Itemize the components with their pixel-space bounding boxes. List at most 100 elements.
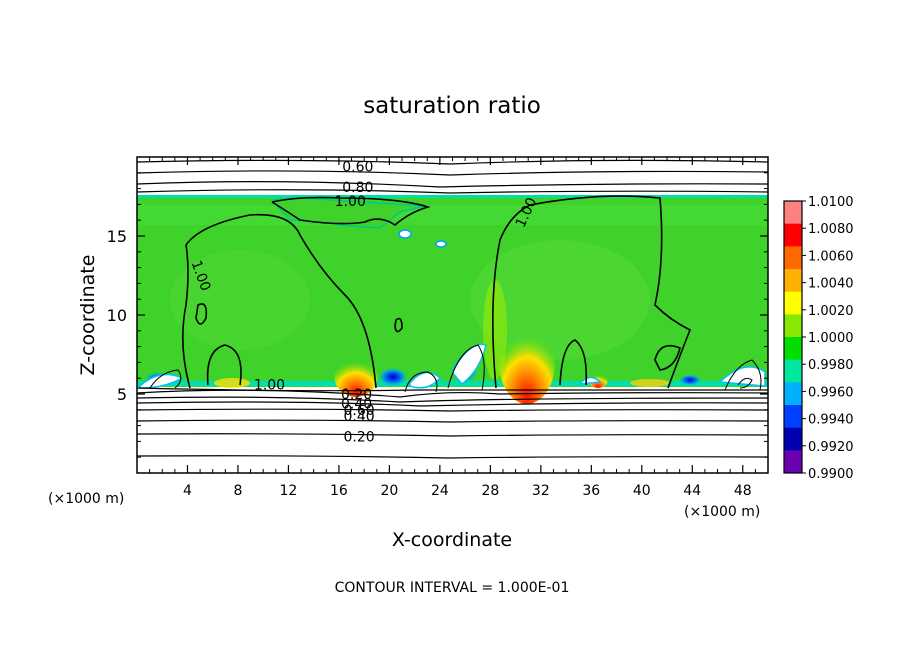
eddy-3 [149, 369, 182, 389]
x-unit-left: (×1000 m) [48, 491, 124, 507]
contour-1.00-blob-5 [559, 339, 588, 386]
y-tick-label: 10 [107, 306, 127, 325]
colorbar-label: 0.9940 [808, 413, 854, 428]
void-4 [409, 371, 442, 389]
colorbar-label: 0.9900 [808, 467, 854, 482]
x-tick-label: 4 [183, 483, 192, 499]
colorbar-label: 1.0060 [808, 249, 854, 264]
colorbar-swatch [784, 382, 802, 406]
contour-1.00-blob-2 [394, 317, 403, 333]
contour-label: 0.40 [344, 409, 375, 425]
x-tick-label: 44 [683, 483, 701, 499]
colorbar-label: 1.0080 [808, 222, 854, 237]
contour-lower-5 [137, 408, 768, 412]
colorbar-label: 0.9980 [808, 358, 854, 373]
contour-upper-3 [137, 181, 768, 188]
contour-upper-2 [137, 170, 768, 176]
contour-upper-4 [137, 189, 768, 194]
contour-1.00-cap [271, 196, 431, 227]
contour-label: 0.20 [344, 430, 375, 446]
saturation-field [137, 195, 768, 387]
dry-pocket-20 [377, 367, 409, 387]
colorbar-swatch [784, 405, 802, 429]
x-tick-label: 36 [582, 483, 600, 499]
void-3 [451, 343, 487, 386]
contour-label: 0.60 [342, 159, 373, 175]
colorbar-swatch [784, 359, 802, 383]
contour-1.00-blob-1 [195, 303, 208, 325]
colorbar-swatch [784, 337, 802, 361]
contour-label: 1.00 [335, 194, 366, 210]
contours-cloud [182, 195, 692, 389]
cloud-base-edge [137, 381, 768, 386]
y-axis-label: Z-coordinate [77, 255, 99, 376]
field-shade-upper [137, 205, 768, 225]
void-2 [435, 240, 447, 248]
x-tick-label: 8 [233, 483, 242, 499]
contour-label: 0.60 [344, 403, 375, 419]
eddy-48b [737, 377, 753, 389]
moist-plume-32 [499, 320, 555, 404]
void-5 [718, 366, 766, 387]
colorbar-swatch [784, 314, 802, 338]
contour-lower-2 [137, 389, 768, 398]
contour-1.00-blob-4 [654, 344, 681, 371]
colorbar-swatch [784, 223, 802, 247]
eddy-48 [724, 359, 762, 391]
contour-lower-4 [137, 401, 768, 407]
contours-stratified [137, 159, 768, 459]
colorbar-label: 0.9960 [808, 385, 854, 400]
eddy-contours [149, 344, 762, 393]
contour-lower-6 [137, 419, 768, 423]
moist-plume-40 [630, 379, 670, 387]
footer-text: CONTOUR INTERVAL = 1.000E-01 [335, 580, 570, 596]
colorbar-label: 0.9920 [808, 440, 854, 455]
colorbar-swatch [784, 291, 802, 315]
plot-area [137, 157, 768, 473]
contour-1.00-right [492, 195, 692, 389]
contour-lower-3 [137, 396, 768, 403]
void-6 [139, 373, 184, 389]
colorbar-swatch [784, 450, 802, 474]
colorbar-swatch [784, 269, 802, 293]
colorbar-label: 1.0040 [808, 277, 854, 292]
colorbar-swatch [784, 201, 802, 225]
x-tick-label: 28 [481, 483, 499, 499]
contour-lower-7 [137, 433, 768, 437]
x-axis-label: X-coordinate [392, 529, 512, 551]
chart-title: saturation ratio [363, 93, 541, 119]
eddy-22 [404, 371, 438, 393]
contour-1.00-blob-3 [206, 344, 242, 386]
contour-label: 0.80 [342, 180, 373, 196]
x-tick-label: 12 [280, 483, 298, 499]
contour-1.00-left [182, 213, 377, 389]
void-7 [578, 376, 602, 385]
colorbar-label: 1.0000 [808, 331, 854, 346]
moist-plume-30 [483, 280, 507, 380]
contour-lower-8 [137, 455, 768, 459]
x-tick-label: 48 [734, 483, 752, 499]
colorbar: 1.0100 1.0080 1.0060 1.0040 1.0020 1.0000 0.99… [783, 195, 854, 482]
contour-label: 0.20 [341, 387, 372, 403]
colorbar-swatch [784, 427, 802, 451]
axis-ticks [137, 157, 768, 473]
void-1 [398, 229, 412, 239]
colorbar-swatch [784, 246, 802, 270]
x-tick-label: 16 [330, 483, 348, 499]
x-tick-label: 40 [633, 483, 651, 499]
dry-pocket-44 [678, 374, 702, 386]
eddy-26 [447, 344, 485, 391]
colorbar-label: 1.0100 [808, 195, 854, 210]
field-shade-left [170, 250, 310, 350]
x-tick-label: 32 [532, 483, 550, 499]
x-unit-right: (×1000 m) [684, 504, 760, 520]
cloud-top-edge [137, 195, 768, 198]
y-tick-label: 5 [117, 385, 127, 404]
colorbar-label: 1.0020 [808, 304, 854, 319]
moist-plume-10 [214, 378, 250, 388]
contour-label: 1.00 [254, 378, 285, 394]
x-tick-label: 24 [431, 483, 449, 499]
y-tick-label: 15 [107, 227, 127, 246]
